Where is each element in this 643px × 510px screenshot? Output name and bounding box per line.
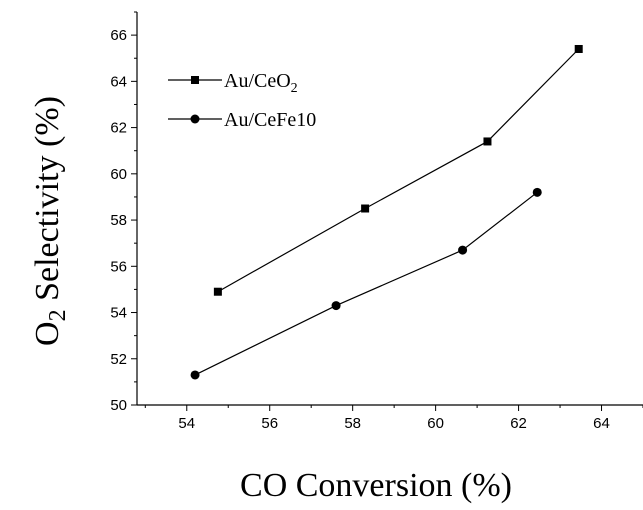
series-layer: [190, 44, 583, 380]
y-axis-title: O2 Selectivity (%): [29, 96, 71, 346]
data-point: [574, 44, 583, 53]
x-tick-label: 62: [510, 415, 527, 432]
axes: [136, 12, 643, 406]
data-point: [361, 204, 370, 213]
legend-label-sub: 2: [291, 81, 298, 96]
data-point: [458, 245, 468, 255]
series-line: [217, 48, 580, 293]
series-line: [194, 191, 538, 376]
y-tick-label: 66: [110, 27, 127, 44]
y-tick-label: 58: [110, 212, 127, 229]
legend-entry: Au/CeFe10: [168, 109, 316, 131]
legend-marker: [191, 76, 199, 84]
x-axis-title: CO Conversion (%): [240, 467, 512, 504]
y-tick-label: 56: [110, 258, 127, 275]
y-tick-label: 54: [110, 305, 127, 322]
legend-label: Au/CeFe10: [224, 109, 316, 131]
series-2: [190, 187, 542, 380]
x-tick-label: 58: [344, 415, 361, 432]
y-axis-title-rest: Selectivity (%): [29, 96, 66, 309]
series-1: [213, 44, 583, 296]
data-point: [190, 370, 200, 380]
legend-label: Au/CeO2: [224, 70, 298, 96]
legend: Au/CeO2 Au/CeFe10: [168, 70, 316, 131]
y-tick-label: 52: [110, 351, 127, 368]
y-tick-label: 62: [110, 120, 127, 137]
y-tick-label: 60: [110, 166, 127, 183]
legend-marker: [190, 114, 200, 124]
y-axis-title-main: O: [29, 321, 66, 346]
data-point: [483, 137, 492, 146]
y-tick-label: 50: [110, 397, 127, 414]
legend-label-main: Au/CeO: [224, 70, 291, 92]
x-tick-label: 54: [178, 415, 195, 432]
y-axis-title-sub: 2: [45, 309, 71, 321]
ticks: 50 52 54 56 58 60 62 64 66 54 56 58 60 62 64: [110, 11, 643, 432]
x-tick-label: 56: [261, 415, 278, 432]
data-point: [532, 187, 542, 197]
y-tick-label: 64: [110, 73, 127, 90]
legend-label-main: Au/CeFe10: [224, 109, 316, 131]
x-tick-label: 60: [427, 415, 444, 432]
data-point: [331, 301, 341, 311]
data-point: [213, 287, 222, 296]
legend-entry: Au/CeO2: [168, 70, 298, 96]
x-tick-label: 64: [593, 415, 610, 432]
